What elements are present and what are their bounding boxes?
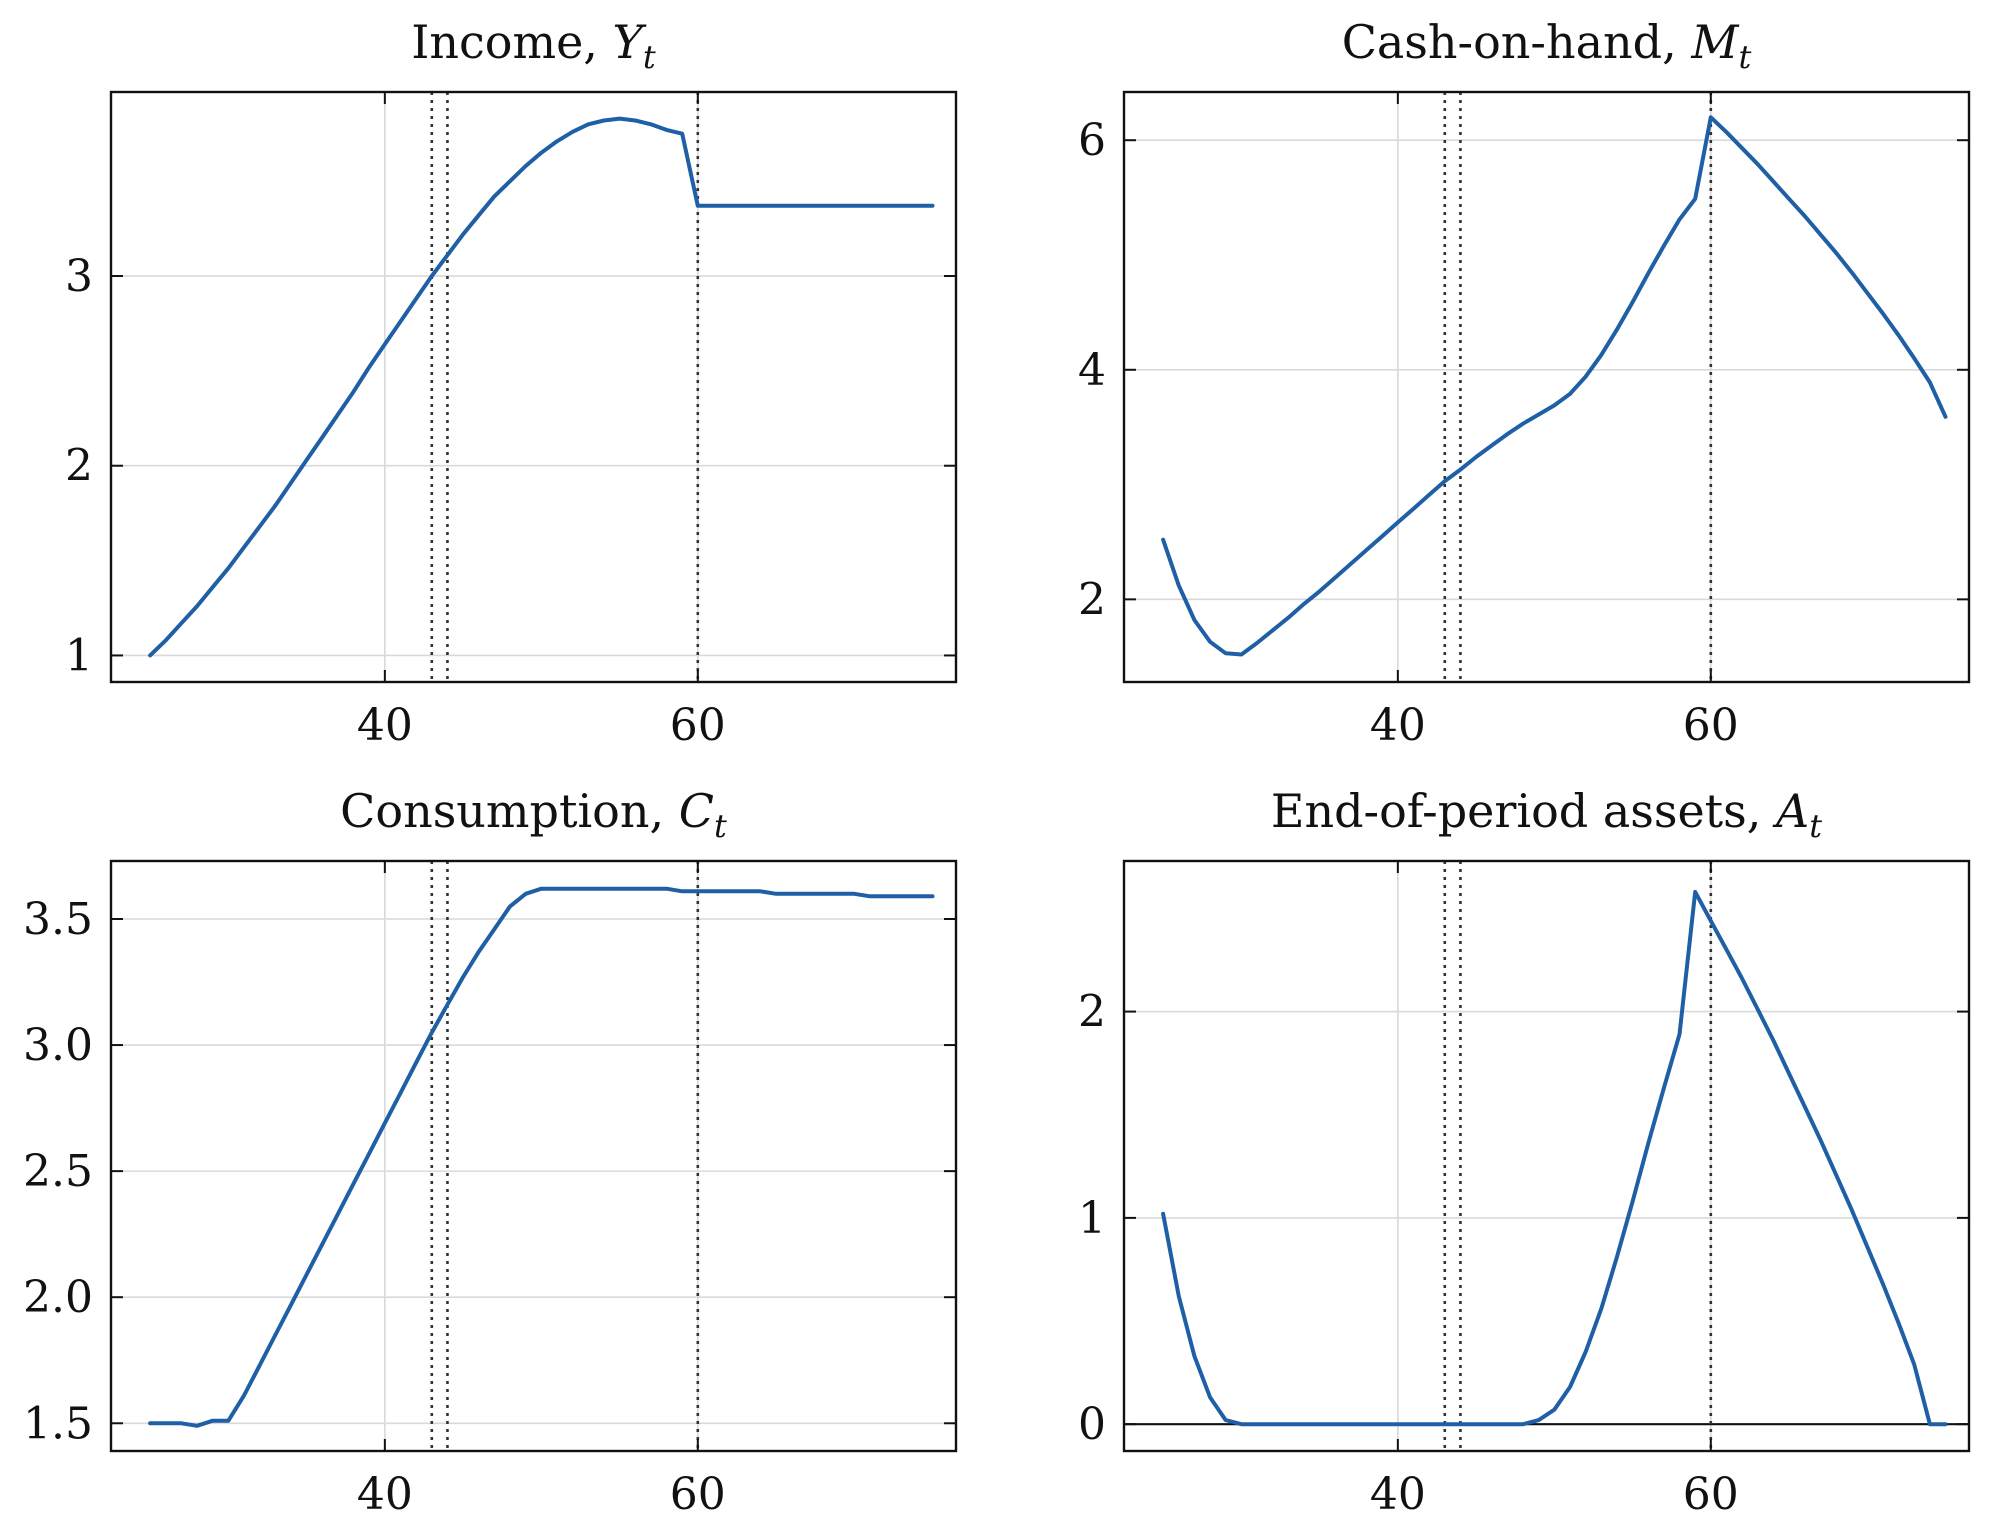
- assets-ytick-label-2: 2: [1078, 987, 1106, 1038]
- income-panel-title: Income, Yt: [411, 15, 656, 76]
- assets-series-line: [1161, 889, 1948, 1427]
- assets-title-symbol: A: [1772, 784, 1809, 838]
- income-ytick-label-0: 1: [65, 630, 93, 681]
- panel-consumption: 40 60 1.5 2.0 2.5 3.0 3.5 Consumption, Ct: [23, 784, 958, 1520]
- consumption-ytick-label-4: 3.5: [23, 894, 93, 945]
- assets-title-text: End-of-period assets,: [1271, 784, 1776, 838]
- cash-on-hand-ytick-label-2: 6: [1078, 115, 1106, 166]
- assets-axes-frame: [1122, 859, 1971, 1453]
- consumption-ytick-label-3: 3.0: [23, 1020, 93, 1071]
- consumption-panel-title: Consumption, Ct: [340, 784, 727, 845]
- assets-ytick-label-0: 0: [1078, 1399, 1106, 1450]
- consumption-series-line: [148, 886, 935, 1428]
- consumption-title-text: Consumption,: [340, 784, 679, 838]
- cash-on-hand-title-subscript: t: [1738, 38, 1751, 76]
- cash-on-hand-ytick-label-1: 4: [1078, 345, 1106, 396]
- cash-on-hand-panel-title: Cash-on-hand, Mt: [1342, 15, 1752, 76]
- income-title-subscript: t: [643, 38, 656, 76]
- cash-on-hand-xtick-label-1: 60: [1683, 700, 1739, 751]
- cash-on-hand-title-text: Cash-on-hand,: [1342, 15, 1692, 69]
- income-axes-frame: [109, 90, 958, 684]
- cash-on-hand-xtick-label-0: 40: [1370, 700, 1426, 751]
- consumption-ytick-label-0: 1.5: [23, 1398, 93, 1449]
- income-title-text: Income,: [411, 15, 612, 69]
- panel-cash-on-hand: 40 60 2 4 6 Cash-on-hand, Mt: [1078, 15, 1971, 751]
- consumption-axes-frame: [109, 859, 958, 1453]
- assets-panel-title: End-of-period assets, At: [1271, 784, 1822, 845]
- income-title-symbol: Y: [613, 15, 648, 69]
- assets-xtick-label-0: 40: [1370, 1469, 1426, 1520]
- income-ytick-label-1: 2: [65, 441, 93, 492]
- income-series-line: [148, 116, 935, 658]
- consumption-xtick-label-1: 60: [670, 1469, 726, 1520]
- assets-xtick-label-1: 60: [1683, 1469, 1739, 1520]
- income-xtick-label-1: 60: [670, 700, 726, 751]
- cash-on-hand-series-line: [1161, 115, 1948, 657]
- panel-income: 40 60 1 2 3 Income, Yt: [65, 15, 958, 751]
- cash-on-hand-axes-frame: [1122, 90, 1971, 684]
- consumption-title-subscript: t: [714, 807, 727, 845]
- panel-end-of-period-assets: 40 60 0 1 2 End-of-period assets, At: [1078, 784, 1971, 1520]
- consumption-title-symbol: C: [679, 784, 714, 838]
- assets-title-subscript: t: [1809, 807, 1822, 845]
- cash-on-hand-ytick-label-0: 2: [1078, 574, 1106, 625]
- income-ytick-label-2: 3: [65, 251, 93, 302]
- cash-on-hand-title-symbol: M: [1690, 15, 1740, 69]
- assets-ytick-label-1: 1: [1078, 1193, 1106, 1244]
- income-xtick-label-0: 40: [357, 700, 413, 751]
- consumption-xtick-label-0: 40: [357, 1469, 413, 1520]
- consumption-ytick-label-1: 2.0: [23, 1272, 93, 1323]
- consumption-ytick-label-2: 2.5: [23, 1146, 93, 1197]
